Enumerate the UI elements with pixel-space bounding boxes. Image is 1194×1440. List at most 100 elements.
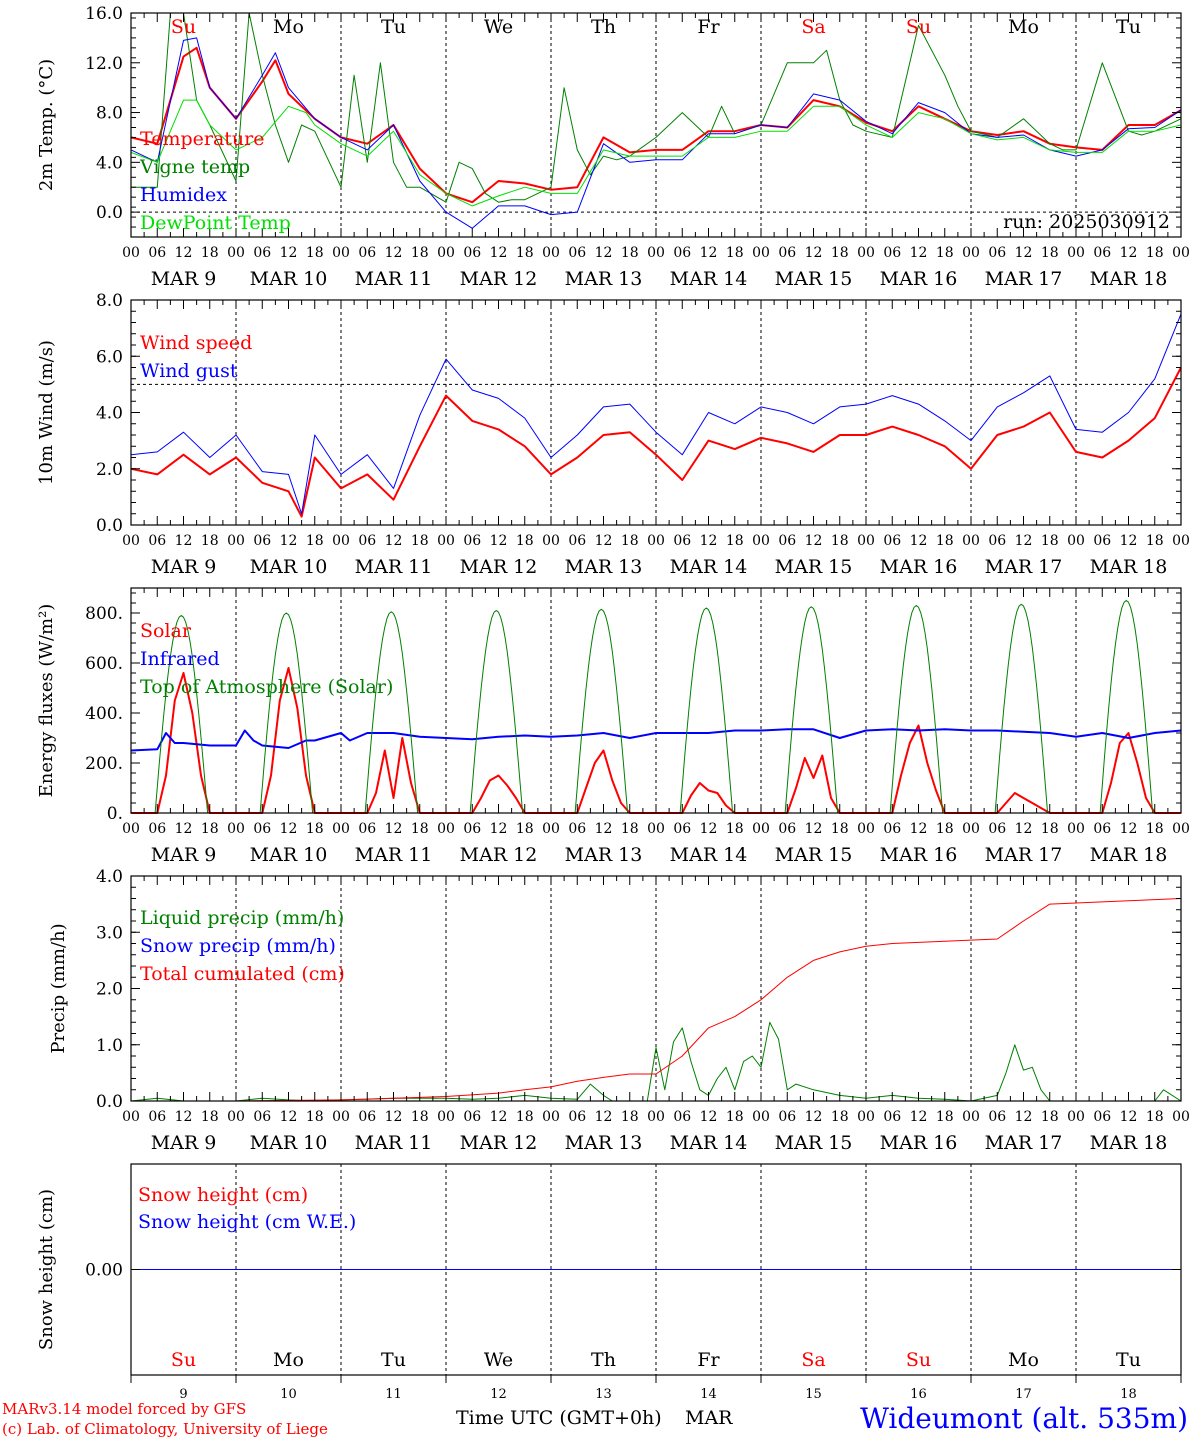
date-label: MAR 17 (985, 1132, 1063, 1154)
day-number: 13 (595, 1387, 612, 1402)
hour-label: 00 (227, 821, 245, 837)
panel-3: 0. 200. 400. 600. 800. Energy fluxes (W/m²) So… (36, 587, 1190, 866)
weekday-label: Mo (1008, 1349, 1039, 1371)
hour-label: 06 (778, 245, 796, 261)
hour-label: 12 (1120, 821, 1138, 837)
legend-entry: Vigne temp (139, 156, 250, 178)
hour-label: 12 (805, 245, 823, 261)
hour-label: 18 (306, 1109, 324, 1125)
hour-label: 18 (1146, 533, 1164, 549)
hour-label: 12 (490, 821, 508, 837)
hour-label: 06 (883, 533, 901, 549)
hour-label: 06 (778, 533, 796, 549)
panel-1: 0.0 4.0 8.0 12.0 16.0 2m Temp. (°C) Temperatur… (36, 4, 1190, 290)
hour-label: 18 (936, 533, 954, 549)
hour-label: 00 (1067, 821, 1085, 837)
hour-label: 00 (962, 1109, 980, 1125)
hour-label: 18 (201, 533, 219, 549)
date-label: MAR 15 (775, 1132, 853, 1154)
hour-label: 18 (831, 821, 849, 837)
hour-label: 06 (253, 821, 271, 837)
hour-label: 00 (752, 1109, 770, 1125)
day-number: 18 (1120, 1387, 1137, 1402)
day-number: 16 (910, 1387, 927, 1402)
hour-label: 00 (1067, 1109, 1085, 1125)
legend-entry: Wind gust (140, 360, 238, 382)
hour-label: 06 (778, 1109, 796, 1125)
hour-label: 12 (1015, 245, 1033, 261)
hour-label: 18 (1041, 245, 1059, 261)
hour-label: 18 (306, 245, 324, 261)
hour-label: 00 (752, 821, 770, 837)
hour-label: 06 (568, 1109, 586, 1125)
hour-label: 12 (175, 245, 193, 261)
weekday-label: Tu (1116, 1349, 1141, 1371)
date-label: MAR 9 (151, 556, 217, 578)
hour-label: 12 (280, 245, 298, 261)
date-label: MAR 17 (985, 844, 1063, 866)
date-label: MAR 13 (565, 268, 643, 290)
hour-label: 00 (857, 821, 875, 837)
panel-4: 0.0 1.0 2.0 3.0 4.0 Precip (mm/h) Liquid preci… (48, 867, 1190, 1154)
hour-label: 12 (700, 821, 718, 837)
date-label: MAR 14 (670, 268, 748, 290)
day-number: 17 (1015, 1387, 1032, 1402)
hour-label: 12 (385, 821, 403, 837)
hour-label: 06 (1093, 533, 1111, 549)
date-label: MAR 9 (151, 1132, 217, 1154)
hour-label: 18 (831, 1109, 849, 1125)
weekday-label: Sa (801, 1349, 825, 1371)
weekday-label: We (484, 1349, 513, 1371)
hour-label: 06 (148, 533, 166, 549)
hour-label: 18 (516, 821, 534, 837)
day-number: 15 (805, 1387, 822, 1402)
hour-label: 00 (437, 245, 455, 261)
x-axis-month: MAR (685, 1407, 733, 1429)
hour-label: 18 (411, 821, 429, 837)
y-tick-label: 3.0 (96, 923, 123, 943)
hour-label: 12 (1015, 533, 1033, 549)
series-line-4-3 (131, 898, 1182, 1102)
y-tick-label: 200. (85, 754, 123, 774)
day-number: 14 (700, 1387, 717, 1402)
hour-label: 06 (568, 245, 586, 261)
date-label: MAR 16 (880, 1132, 958, 1154)
hour-label: 00 (332, 1109, 350, 1125)
legend-entry: Total cumulated (cm) (140, 963, 345, 985)
hour-label: 12 (910, 821, 928, 837)
date-label: MAR 10 (250, 844, 328, 866)
y-tick-label: 0.0 (96, 203, 123, 223)
hour-label: 12 (805, 533, 823, 549)
hour-label: 12 (1120, 533, 1138, 549)
hour-label: 06 (568, 821, 586, 837)
date-label: MAR 12 (460, 556, 538, 578)
hour-label: 06 (568, 533, 586, 549)
hour-label: 12 (1015, 821, 1033, 837)
hour-label: 12 (490, 533, 508, 549)
hour-label: 06 (883, 821, 901, 837)
hour-label: 00 (857, 245, 875, 261)
y-tick-label: 2.0 (96, 460, 123, 480)
hour-label: 18 (831, 245, 849, 261)
hour-label: 00 (962, 245, 980, 261)
hour-label: 12 (280, 533, 298, 549)
hour-label: 18 (1146, 1109, 1164, 1125)
hour-label: 06 (358, 821, 376, 837)
hour-label: 00 (437, 1109, 455, 1125)
y-axis-label: Energy fluxes (W/m²) (36, 604, 57, 798)
hour-label: 12 (385, 245, 403, 261)
date-label: MAR 18 (1090, 268, 1168, 290)
hour-label: 00 (857, 1109, 875, 1125)
y-tick-label: 4.0 (96, 404, 123, 424)
hour-label: 00 (1172, 245, 1190, 261)
hour-label: 12 (595, 1109, 613, 1125)
hour-label: 06 (253, 1109, 271, 1125)
hour-label: 00 (332, 533, 350, 549)
weekday-label: Tu (381, 16, 406, 38)
hour-label: 12 (280, 821, 298, 837)
hour-label: 06 (148, 245, 166, 261)
date-label: MAR 11 (355, 1132, 433, 1154)
hour-label: 18 (306, 533, 324, 549)
hour-label: 18 (621, 533, 639, 549)
hour-label: 18 (1041, 533, 1059, 549)
